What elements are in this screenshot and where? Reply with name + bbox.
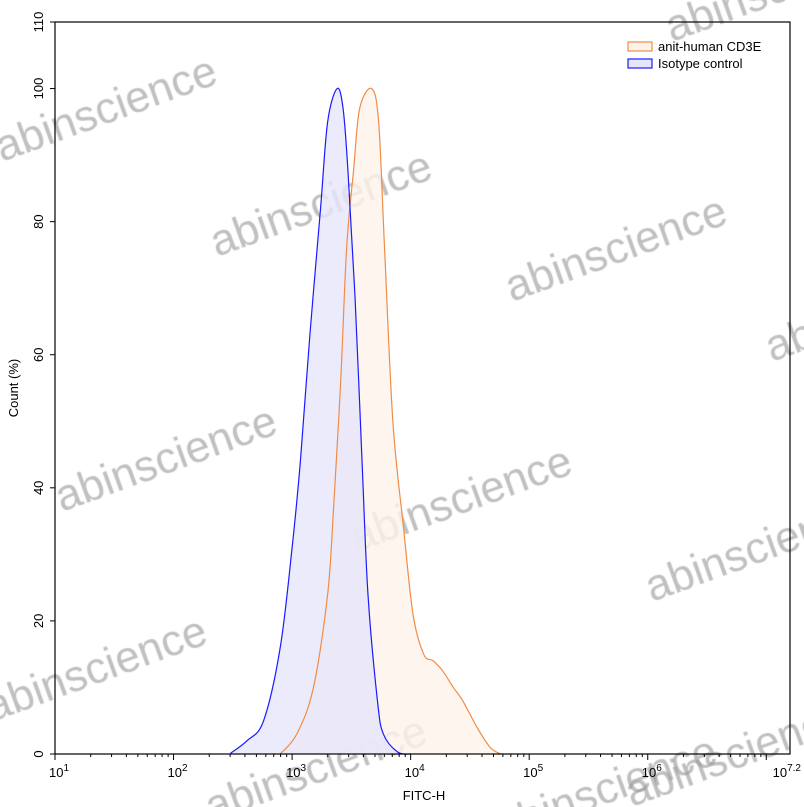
x-tick-label: 104 — [405, 763, 425, 780]
y-tick-label: 110 — [31, 12, 46, 33]
legend-swatch — [627, 41, 653, 52]
x-tick-label: 103 — [286, 763, 306, 780]
y-tick-label: 0 — [31, 750, 46, 757]
y-axis-label: Count (%) — [6, 359, 21, 418]
y-tick-label: 80 — [31, 214, 46, 228]
series-line-0 — [279, 87, 502, 755]
x-tick-label: 105 — [523, 763, 543, 780]
legend-label: Isotype control — [658, 56, 743, 71]
series-line-1 — [230, 87, 411, 755]
series-fill-1 — [230, 88, 411, 755]
y-tick-label: 20 — [31, 614, 46, 628]
x-tick-label: 106 — [642, 763, 662, 780]
plot-frame — [54, 21, 791, 755]
x-tick-label: 101 — [49, 763, 69, 780]
y-tick-label: 60 — [31, 347, 46, 361]
legend: anit-human CD3E Isotype control — [627, 39, 762, 71]
legend-swatch — [627, 58, 653, 69]
y-tick-label: 100 — [31, 78, 46, 100]
y-tick-label: 40 — [31, 481, 46, 495]
x-tick-label: 102 — [168, 763, 188, 780]
x-axis-label: FITC-H — [403, 788, 446, 803]
legend-label: anit-human CD3E — [658, 39, 762, 54]
x-tick-label: 107.2 — [773, 763, 802, 780]
